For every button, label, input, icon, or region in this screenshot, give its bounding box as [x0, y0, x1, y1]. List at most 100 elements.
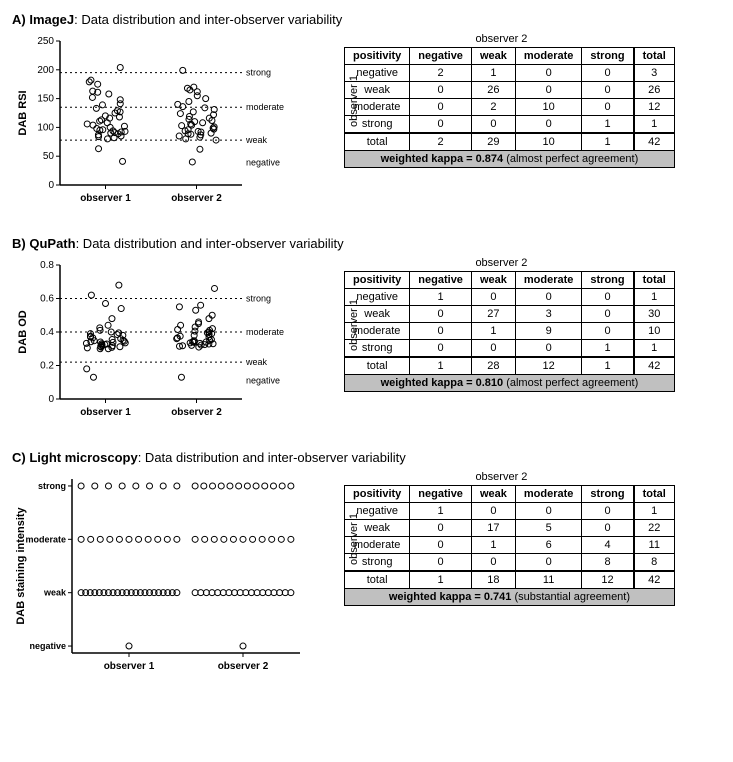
svg-text:DAB OD: DAB OD: [17, 310, 29, 353]
table-header-cell: moderate: [515, 272, 582, 289]
svg-text:observer 1: observer 1: [80, 193, 131, 204]
kappa-cell: weighted kappa = 0.874 (almost perfect a…: [345, 151, 675, 168]
table-row: moderate019010: [345, 323, 675, 340]
svg-text:weak: weak: [245, 135, 268, 145]
kappa-cell: weighted kappa = 0.741 (substantial agre…: [345, 589, 675, 606]
table-cell: total: [345, 133, 410, 151]
table-header-cell: negative: [410, 272, 472, 289]
table-cell: 1: [410, 289, 472, 306]
table-cell: 1: [582, 357, 634, 375]
table-cell: 0: [582, 99, 634, 116]
table-header-cell: strong: [582, 48, 634, 65]
agreement-table: positivitynegativeweakmoderatestrongtota…: [344, 271, 675, 392]
table-cell: 42: [634, 357, 675, 375]
svg-text:observer 2: observer 2: [218, 661, 269, 672]
scatter-chart: 00.20.40.60.8DAB ODobserver 1observer 2s…: [12, 257, 312, 427]
table-cell: 1: [471, 65, 515, 82]
svg-text:observer 1: observer 1: [104, 661, 155, 672]
panel-title: C) Light microscopy: Data distribution a…: [12, 450, 721, 465]
agreement-table: positivitynegativeweakmoderatestrongtota…: [344, 485, 675, 606]
svg-text:negative: negative: [246, 376, 280, 386]
categorical-chart: negativeweakmoderatestrongDAB staining i…: [12, 471, 312, 681]
observer1-label: observer 1: [348, 75, 360, 127]
table-cell: 0: [515, 116, 582, 134]
svg-text:observer 2: observer 2: [171, 193, 222, 204]
table-cell: 12: [515, 357, 582, 375]
svg-text:DAB staining intensity: DAB staining intensity: [15, 506, 27, 624]
svg-text:100: 100: [37, 122, 54, 133]
svg-text:moderate: moderate: [25, 534, 66, 544]
table-cell: 11: [634, 537, 675, 554]
table-cell: 2: [410, 65, 472, 82]
table-cell: 22: [634, 520, 675, 537]
table-row: weak0175022: [345, 520, 675, 537]
table-row: moderate016411: [345, 537, 675, 554]
table-cell: 0: [582, 503, 634, 520]
table-cell: 0: [471, 503, 515, 520]
table-header-cell: negative: [410, 48, 472, 65]
table-cell: 0: [410, 116, 472, 134]
table-cell: 0: [410, 306, 472, 323]
svg-text:negative: negative: [29, 641, 66, 651]
table-row: moderate0210012: [345, 99, 675, 116]
table-header-cell: strong: [582, 486, 634, 503]
table-row: negative21003: [345, 65, 675, 82]
panel-body: negativeweakmoderatestrongDAB staining i…: [12, 471, 721, 686]
table-header-cell: strong: [582, 272, 634, 289]
svg-text:0: 0: [48, 394, 54, 405]
table-cell: 42: [634, 133, 675, 151]
table-cell: 29: [471, 133, 515, 151]
chart-wrap: 00.20.40.60.8DAB ODobserver 1observer 2s…: [12, 257, 312, 432]
table-cell: 0: [471, 289, 515, 306]
table-cell: 1: [582, 133, 634, 151]
table-cell: 0: [410, 520, 472, 537]
svg-text:strong: strong: [246, 68, 271, 78]
panel-title: A) ImageJ: Data distribution and inter-o…: [12, 12, 721, 27]
table-cell: 0: [410, 554, 472, 572]
svg-text:weak: weak: [245, 357, 268, 367]
table-cell: 26: [634, 82, 675, 99]
table-cell: 1: [582, 116, 634, 134]
table-cell: 0: [471, 116, 515, 134]
table-cell: 0: [410, 82, 472, 99]
table-cell: 1: [471, 537, 515, 554]
svg-text:DAB RSI: DAB RSI: [17, 90, 29, 135]
table-cell: 1: [634, 116, 675, 134]
svg-text:strong: strong: [246, 294, 271, 304]
agreement-table-wrap: observer 2observer 1positivitynegativewe…: [328, 33, 675, 168]
svg-text:200: 200: [37, 65, 54, 76]
svg-text:0.2: 0.2: [40, 361, 54, 372]
table-cell: 10: [515, 133, 582, 151]
panel-body: 00.20.40.60.8DAB ODobserver 1observer 2s…: [12, 257, 721, 432]
svg-text:moderate: moderate: [246, 102, 284, 112]
table-header-cell: total: [634, 272, 675, 289]
panel-a: A) ImageJ: Data distribution and inter-o…: [12, 12, 721, 218]
table-cell: 8: [634, 554, 675, 572]
table-row: weak0273030: [345, 306, 675, 323]
table-cell: 11: [515, 571, 582, 589]
table-cell: 18: [471, 571, 515, 589]
chart-wrap: negativeweakmoderatestrongDAB staining i…: [12, 471, 312, 686]
svg-text:0.4: 0.4: [40, 327, 54, 338]
table-cell: 0: [582, 289, 634, 306]
kappa-row: weighted kappa = 0.810 (almost perfect a…: [345, 375, 675, 392]
table-cell: 1: [410, 571, 472, 589]
table-cell: 1: [410, 357, 472, 375]
table-cell: 42: [634, 571, 675, 589]
table-header-cell: weak: [471, 48, 515, 65]
panel-c: C) Light microscopy: Data distribution a…: [12, 450, 721, 686]
table-cell: 26: [471, 82, 515, 99]
table-row: negative10001: [345, 289, 675, 306]
table-cell: 17: [471, 520, 515, 537]
table-cell: 0: [410, 537, 472, 554]
table-row: strong00011: [345, 116, 675, 134]
table-row: strong00088: [345, 554, 675, 572]
table-header-cell: positivity: [345, 48, 410, 65]
table-cell: 0: [410, 340, 472, 358]
table-header-cell: weak: [471, 272, 515, 289]
table-cell: 0: [471, 554, 515, 572]
table-total-row: total22910142: [345, 133, 675, 151]
observer1-label: observer 1: [348, 299, 360, 351]
table-cell: 10: [634, 323, 675, 340]
table-cell: 10: [515, 99, 582, 116]
